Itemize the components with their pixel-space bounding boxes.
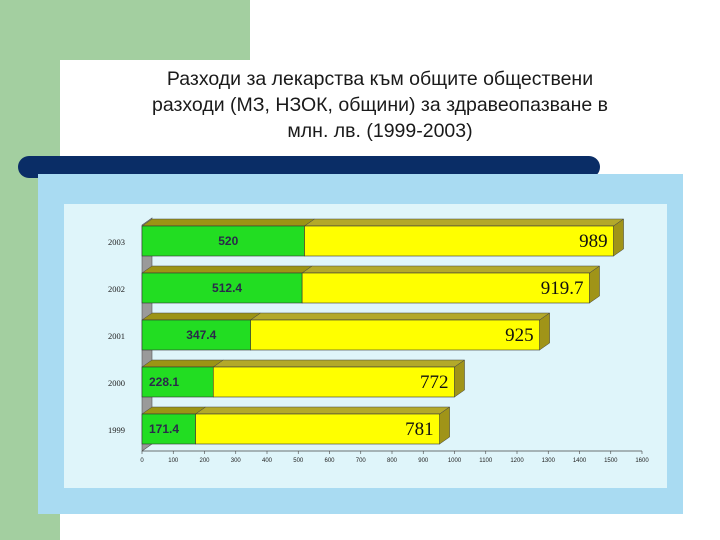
top-green-band [0, 0, 250, 60]
chart-bars [141, 218, 625, 445]
data-label-green: 520 [218, 234, 238, 248]
data-label-green: 228.1 [149, 375, 179, 389]
y-category-label: 2000 [108, 378, 125, 388]
slide-title-line-3: млн. лв. (1999-2003) [287, 120, 473, 142]
x-tick-label: 1300 [542, 458, 556, 464]
x-tick-label: 400 [262, 458, 273, 464]
x-tick-label: 0 [140, 458, 144, 464]
chart-labels: 0 100 200 300 400 500 600 700 800 900 1000 1100 1200… [108, 231, 649, 464]
bar-segment-yellow [301, 272, 590, 304]
bar-top-face [303, 218, 625, 227]
bar-segment-green [141, 225, 305, 257]
bar-top-face [141, 359, 225, 368]
data-label-yellow: 925 [505, 325, 534, 346]
x-tick-label: 1400 [573, 458, 587, 464]
bar-top-face [249, 312, 551, 321]
x-tick-label: 800 [387, 458, 398, 464]
slide-title-line-2: разходи (МЗ, НЗОК, общини) за здравеопаз… [151, 94, 609, 116]
bar-top-face [141, 406, 207, 415]
x-tick-label: 1600 [635, 458, 649, 464]
x-tick-label: 1100 [479, 458, 493, 464]
data-label-yellow: 919.7 [541, 278, 584, 299]
bar-top-face [141, 265, 313, 274]
data-label-yellow: 772 [420, 372, 449, 393]
x-tick-label: 1200 [510, 458, 524, 464]
bar-segment-green [141, 272, 303, 304]
bar-segment-green [141, 319, 251, 351]
bar-segment-yellow [250, 319, 540, 351]
bar-top-face [141, 218, 316, 227]
bar-top-face [194, 406, 451, 415]
y-category-label: 1999 [108, 425, 125, 435]
x-tick-label: 700 [356, 458, 367, 464]
bar-top-face [301, 265, 601, 274]
bar-segment-green [141, 413, 196, 445]
data-label-yellow: 989 [579, 231, 608, 252]
slide-title-line-1: Разходи за лекарства към общите обществе… [166, 68, 594, 90]
data-label-green: 171.4 [149, 422, 179, 436]
y-category-label: 2002 [108, 284, 125, 294]
slide-title: Разходи за лекарства към общите обществе… [60, 66, 700, 144]
title-underline-bar [18, 156, 600, 178]
x-tick-label: 1500 [604, 458, 618, 464]
bar-segment-green [141, 366, 214, 398]
data-label-green: 347.4 [186, 328, 216, 342]
data-label-green: 512.4 [212, 281, 242, 295]
bar-segment-yellow [212, 366, 455, 398]
bar-segment-yellow [195, 413, 440, 445]
data-label-yellow: 781 [405, 419, 434, 440]
bar-top-face [212, 359, 466, 368]
x-tick-label: 200 [199, 458, 210, 464]
bar-segment-yellow [304, 225, 614, 257]
x-tick-label: 100 [168, 458, 179, 464]
bar-top-face [141, 312, 262, 321]
x-tick-label: 600 [324, 458, 335, 464]
content-area-corner [60, 60, 140, 140]
x-tick-label: 300 [231, 458, 242, 464]
y-category-label: 2001 [108, 331, 125, 341]
x-tick-label: 500 [293, 458, 304, 464]
x-tick-label: 1000 [448, 458, 462, 464]
x-tick-label: 900 [418, 458, 429, 464]
y-category-label: 2003 [108, 237, 125, 247]
